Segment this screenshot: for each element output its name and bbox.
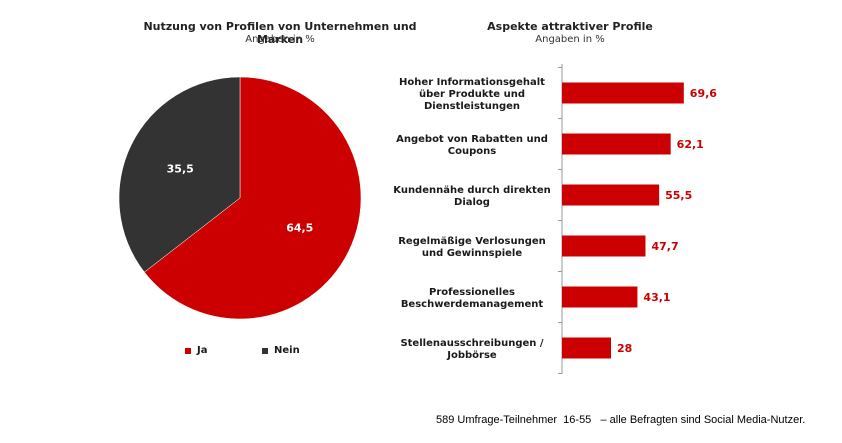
bar-category-label-0: Hoher Informationsgehalt über Produkte un… xyxy=(399,77,545,112)
legend-label-nein: Nein xyxy=(274,345,300,356)
legend-label-ja: Ja xyxy=(197,345,208,356)
footer-note: 589 Umfrage-Teilnehmer 16-55 – alle Befr… xyxy=(436,414,806,426)
bar-value-label-0: 69,6 xyxy=(690,87,717,100)
pie-label-nein: 35,5 xyxy=(167,163,194,176)
pie-label-ja: 64,5 xyxy=(286,221,313,234)
legend-item-nein: Nein xyxy=(262,345,300,356)
bar-chart: 69,6 Hoher Informationsgehalt über Produkt… xyxy=(393,64,717,374)
bar-chart-title: Aspekte attraktiver Profile xyxy=(487,20,653,33)
pie-slice-nein xyxy=(118,76,241,273)
bar-category-label-1: Angebot von Rabatten und Coupons xyxy=(396,134,548,157)
bar-value-label-3: 47,7 xyxy=(651,240,678,253)
bar-5 xyxy=(562,337,611,359)
bar-2 xyxy=(562,184,660,206)
legend-swatch-nein xyxy=(262,347,268,354)
bar-category-label-3: Regelmäßige Verlosungen und Gewinnspiele xyxy=(398,236,546,259)
bar-category-label-4: Professionelles Beschwerdemanagement xyxy=(401,287,544,310)
pie-chart: 64,5 35,5 xyxy=(118,76,362,320)
legend-item-ja: Ja xyxy=(185,345,207,356)
bar-4 xyxy=(562,286,638,308)
bar-value-label-2: 55,5 xyxy=(665,189,692,202)
bar-category-label-5: Stellenausschreibungen / Jobbörse xyxy=(400,338,543,361)
pie-chart-title: Nutzung von Profilen von Unternehmen und… xyxy=(143,20,417,46)
bar-value-label-5: 28 xyxy=(617,342,632,355)
bar-category-label-2: Kundennähe durch direkten Dialog xyxy=(393,185,551,208)
bar-3 xyxy=(562,235,646,257)
bar-0 xyxy=(562,82,684,104)
pie-chart-subtitle: Angaben in % xyxy=(245,34,315,45)
pie-slice-ja xyxy=(144,76,362,320)
bar-1 xyxy=(562,133,671,155)
bar-chart-subtitle: Angaben in % xyxy=(535,34,605,45)
bar-value-label-1: 62,1 xyxy=(677,138,704,151)
bar-value-label-4: 43,1 xyxy=(643,291,670,304)
legend-swatch-ja xyxy=(185,347,191,354)
